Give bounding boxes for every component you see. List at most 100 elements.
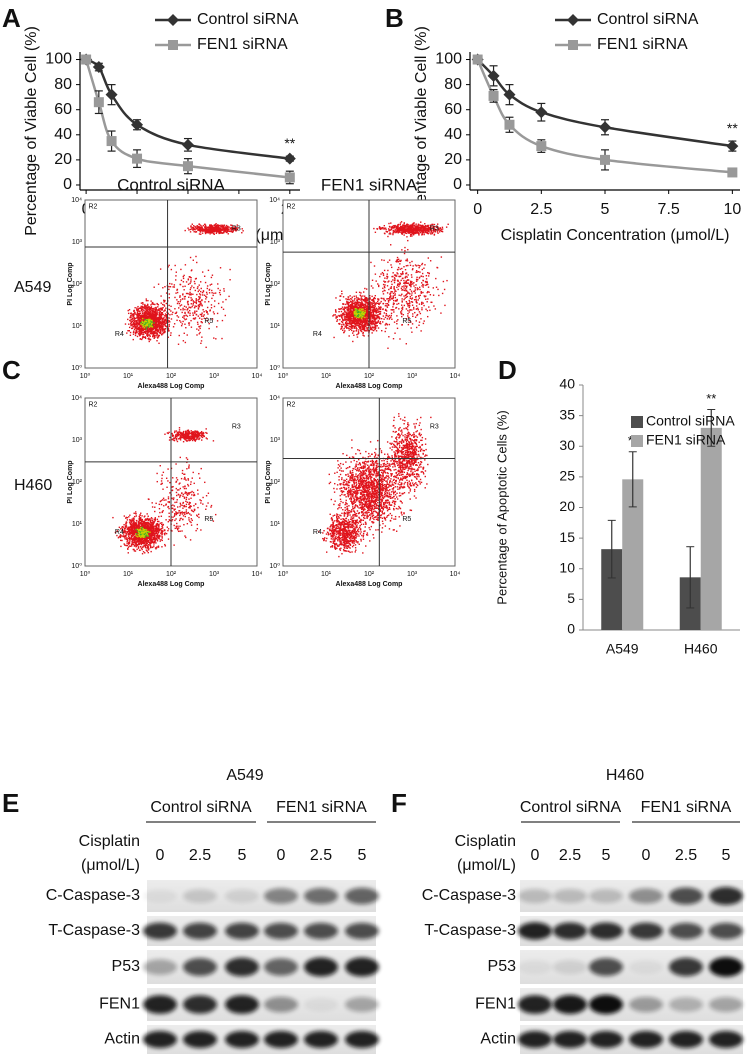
event-dot [370,320,373,323]
event-dot [231,231,233,233]
event-dot [223,224,226,226]
panel-label: C [2,355,21,385]
event-dot [427,224,429,227]
event-dot [137,333,140,335]
event-dot [362,308,364,310]
event-dot [351,310,353,312]
event-dot [433,227,435,230]
event-dot [342,308,344,311]
event-dot [418,276,421,279]
event-dot [362,306,365,309]
event-dot [334,314,336,316]
event-dot [235,226,237,228]
event-dot [394,296,397,299]
event-dot [164,331,166,333]
event-dot [347,305,350,308]
event-dot [369,303,371,306]
event-dot [149,308,151,310]
event-dot [206,317,208,319]
event-dot [181,298,184,300]
event-dot [356,302,359,304]
event-dot [372,320,374,322]
bar [622,479,644,630]
event-dot [194,312,196,314]
event-dot [195,277,198,280]
event-dot [137,322,139,325]
event-dot [415,320,417,322]
event-dot [438,228,440,230]
event-dot [158,317,160,320]
event-dot [346,314,348,317]
event-dot [353,322,356,325]
event-dot [147,319,150,322]
event-dot [230,227,233,229]
event-dot [399,311,402,313]
event-dot [394,274,397,277]
event-dot [340,310,343,313]
event-dot [143,336,145,338]
event-dot [417,224,420,226]
event-dot [158,311,160,314]
event-dot [406,230,408,232]
event-dot [403,222,405,225]
event-dot [365,315,367,318]
event-dot [366,299,369,302]
event-dot [151,329,154,331]
event-dot [410,282,413,284]
event-dot [411,233,413,235]
event-dot [214,292,217,294]
event-dot [209,233,211,235]
event-dot [150,325,152,328]
event-dot [207,229,209,231]
event-dot [427,228,429,230]
event-dot [402,227,404,230]
event-dot [158,316,160,319]
event-dot [149,309,151,312]
event-dot [147,334,149,336]
event-dot [139,323,141,326]
event-dot [410,321,412,323]
event-dot [432,231,434,234]
event-dot [186,334,188,336]
event-dot [421,226,423,228]
event-dot [405,285,408,288]
event-dot [146,317,148,319]
event-dot [415,229,417,231]
event-dot [351,314,353,317]
event-dot [412,233,414,235]
event-dot [347,296,349,298]
event-dot [380,306,382,309]
point [168,40,178,50]
event-dot [199,290,202,293]
event-dot [441,228,444,230]
event-dot [403,279,405,282]
event-dot [355,303,358,306]
event-dot [340,307,343,310]
event-dot [367,330,369,332]
event-dot [212,230,215,233]
event-dot [405,293,408,296]
event-dot [208,230,210,232]
event-dot [218,227,221,230]
event-dot [341,306,344,308]
event-dot [371,299,373,302]
event-dot [352,310,355,312]
event-dot [177,343,180,345]
event-dot [401,307,403,309]
event-dot [336,319,339,321]
event-dot [146,303,149,306]
event-dot [342,296,345,298]
event-dot [150,319,152,322]
event-dot [184,341,187,344]
event-dot [209,224,211,226]
event-dot [431,232,434,235]
event-dot [147,307,149,309]
event-dot [194,282,196,285]
event-dot [182,277,185,280]
event-dot [360,318,362,321]
event-dot [341,321,344,324]
event-dot [385,228,387,231]
event-dot [405,229,408,232]
event-dot [419,230,421,233]
event-dot [139,312,142,315]
